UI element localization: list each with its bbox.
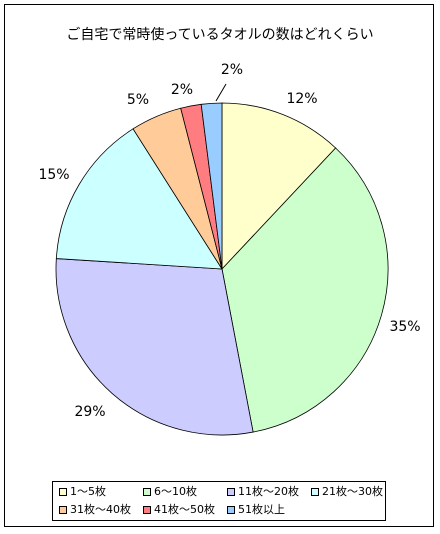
pie-percent-label: 5% xyxy=(127,92,149,108)
legend-swatch xyxy=(227,506,235,514)
legend-swatch xyxy=(59,488,67,496)
legend-swatch xyxy=(311,488,319,496)
legend-label: 6～10枚 xyxy=(154,485,197,498)
leader-line xyxy=(215,83,227,102)
pie-percent-label: 29% xyxy=(74,404,105,420)
chart-legend: 1～5枚 6～10枚 11枚～20枚 21枚～30枚 31枚～40枚 41枚～50枚 51枚… xyxy=(52,481,386,521)
legend-label: 1～5枚 xyxy=(70,485,106,498)
pie-percent-label: 2% xyxy=(221,62,243,78)
chart-title: ご自宅で常時使っているタオルの数はどれくらい xyxy=(66,27,374,43)
legend-swatch xyxy=(143,506,151,514)
pie-slice xyxy=(55,258,254,436)
legend-swatch xyxy=(59,506,67,514)
pie-percent-label: 35% xyxy=(389,319,420,335)
pie-percent-label: 12% xyxy=(286,91,317,107)
legend-label: 11枚～20枚 xyxy=(238,485,299,498)
pie-percent-label: 2% xyxy=(171,82,193,98)
legend-swatch xyxy=(143,488,151,496)
pie-slice xyxy=(200,102,223,270)
legend-label: 41枚～50枚 xyxy=(154,503,215,516)
pie-slice xyxy=(55,128,223,270)
pie-slice xyxy=(221,147,389,433)
legend-label: 21枚～30枚 xyxy=(322,485,383,498)
pie-percent-label: 15% xyxy=(38,167,69,183)
legend-label: 51枚以上 xyxy=(238,503,285,516)
pie-labels: 12% 35% 29% 15% 5% 2% 2% xyxy=(38,62,420,420)
pie-slice xyxy=(221,102,337,271)
legend-label: 31枚～40枚 xyxy=(70,503,131,516)
legend-swatch xyxy=(227,488,235,496)
pie-slices xyxy=(55,102,389,436)
